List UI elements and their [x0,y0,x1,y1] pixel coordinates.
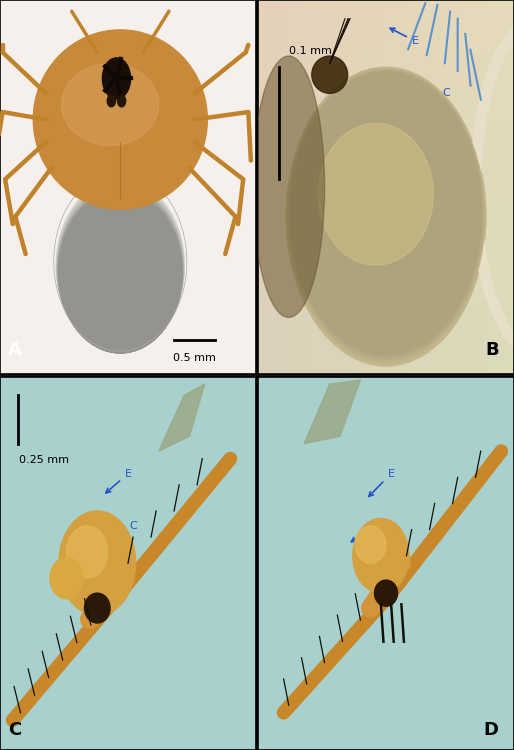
Ellipse shape [288,69,484,362]
Ellipse shape [59,191,182,352]
Ellipse shape [290,72,482,356]
Ellipse shape [33,30,207,209]
Ellipse shape [58,187,183,352]
Ellipse shape [59,190,182,352]
Ellipse shape [291,72,481,354]
Ellipse shape [66,526,107,578]
Text: B: B [485,340,499,358]
Ellipse shape [57,181,184,351]
Ellipse shape [253,56,324,317]
Ellipse shape [57,180,184,351]
Ellipse shape [58,186,183,352]
Ellipse shape [58,185,183,352]
Ellipse shape [289,70,483,359]
Ellipse shape [59,191,182,352]
Ellipse shape [57,182,184,352]
Ellipse shape [59,192,182,353]
Ellipse shape [290,72,482,355]
Ellipse shape [57,181,184,351]
Ellipse shape [50,558,83,598]
Ellipse shape [62,64,159,146]
Ellipse shape [84,593,110,623]
Ellipse shape [286,68,486,366]
Ellipse shape [291,73,481,353]
Ellipse shape [289,71,483,357]
Polygon shape [159,384,205,452]
Ellipse shape [57,179,185,351]
Text: C: C [352,521,377,542]
Ellipse shape [288,69,484,362]
Circle shape [102,58,131,99]
Text: C: C [8,721,21,739]
Ellipse shape [287,68,485,363]
Ellipse shape [59,192,182,353]
Ellipse shape [58,185,183,352]
Ellipse shape [291,73,481,353]
Ellipse shape [288,70,484,360]
Ellipse shape [57,183,183,352]
Ellipse shape [58,188,182,352]
Text: 0.5 mm: 0.5 mm [173,353,216,363]
Text: C: C [391,88,450,98]
Ellipse shape [289,70,483,358]
Ellipse shape [57,182,183,352]
Ellipse shape [353,518,409,593]
Ellipse shape [287,68,485,364]
Ellipse shape [57,183,183,352]
Text: A: A [8,340,22,358]
Ellipse shape [288,70,484,361]
Text: E: E [390,28,418,46]
Text: 0.1 mm: 0.1 mm [289,46,332,56]
Ellipse shape [57,182,184,352]
Ellipse shape [287,68,485,365]
Circle shape [118,94,126,106]
Ellipse shape [58,188,182,352]
Ellipse shape [58,189,182,352]
Ellipse shape [287,69,485,363]
Ellipse shape [312,56,347,94]
Text: PL: PL [65,539,86,560]
Ellipse shape [289,70,483,358]
Ellipse shape [59,511,136,616]
Circle shape [107,94,116,106]
Ellipse shape [290,72,482,356]
Ellipse shape [59,190,182,352]
Ellipse shape [290,71,482,357]
Ellipse shape [289,70,483,359]
Text: D: D [484,721,499,739]
Ellipse shape [58,187,183,352]
Ellipse shape [287,68,485,364]
Ellipse shape [286,68,486,365]
Text: C: C [114,521,137,542]
Ellipse shape [288,69,484,362]
Ellipse shape [355,526,386,563]
Text: 0.25 mm: 0.25 mm [19,455,69,465]
Ellipse shape [375,580,397,606]
Ellipse shape [58,184,183,352]
Ellipse shape [59,190,182,352]
Ellipse shape [318,123,433,266]
Ellipse shape [58,188,182,352]
Ellipse shape [57,184,183,352]
Ellipse shape [57,184,183,352]
Ellipse shape [58,189,182,352]
Text: E: E [369,469,395,496]
Text: E: E [106,469,132,493]
Ellipse shape [290,71,482,356]
Polygon shape [304,380,360,444]
Ellipse shape [57,180,184,351]
